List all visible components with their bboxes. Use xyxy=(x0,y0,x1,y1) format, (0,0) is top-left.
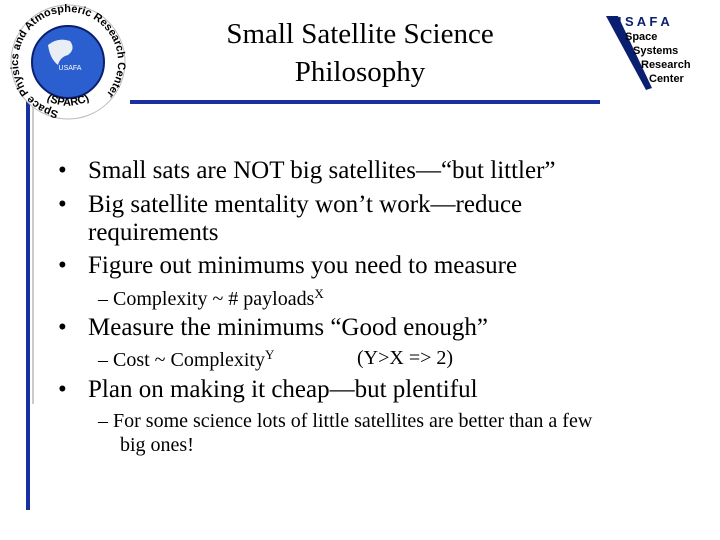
sub-note: (Y>X => 2) xyxy=(357,347,454,369)
title-line: Small Satellite Science xyxy=(226,18,494,50)
globe xyxy=(31,25,105,99)
sub-text: Cost ~ Complexity xyxy=(113,349,265,371)
continent xyxy=(48,39,73,65)
bullet-continuation: requirements xyxy=(88,219,219,246)
logo-center-label: USAFA xyxy=(59,65,82,72)
bullet: Figure out minimums you need to measure xyxy=(88,252,518,279)
bullet: Measure the minimums “Good enough” xyxy=(88,314,488,341)
horizontal-rule xyxy=(130,100,600,104)
bullet: Small sats are NOT big satellites—“but l… xyxy=(88,157,556,184)
sub-continuation: big ones! xyxy=(120,434,194,456)
bullet: Plan on making it cheap—but plentiful xyxy=(88,376,478,403)
sub-text: For some science lots of little satellit… xyxy=(113,410,593,432)
bullet-dot: • xyxy=(58,252,67,279)
vertical-shadow xyxy=(32,104,34,404)
bullet-dot: • xyxy=(58,157,67,184)
sub-bullet: – For some science lots of little satell… xyxy=(98,410,593,432)
sub-bullet: – Complexity ~ # payloadsX xyxy=(98,286,324,310)
right-logo-top: U S A F A xyxy=(612,14,670,29)
bullet-dot: • xyxy=(58,314,67,341)
bullet-dot: • xyxy=(58,376,67,403)
bullet: Big satellite mentality won’t work—reduc… xyxy=(88,191,523,218)
sub-bullet: – Cost ~ ComplexityY xyxy=(98,347,275,371)
right-logo-line: Center xyxy=(649,73,684,85)
right-logo-wedge xyxy=(606,16,652,90)
superscript: Y xyxy=(264,347,275,362)
sub-text: Complexity ~ # payloads xyxy=(113,288,315,310)
superscript: X xyxy=(314,286,324,301)
right-logo-line: Research xyxy=(641,59,691,71)
bullet-dot: • xyxy=(58,191,67,218)
right-logo-line: Space xyxy=(625,31,658,43)
right-logo-line: Systems xyxy=(633,45,679,57)
vertical-rule xyxy=(26,100,30,510)
title-line: Philosophy xyxy=(294,56,426,88)
